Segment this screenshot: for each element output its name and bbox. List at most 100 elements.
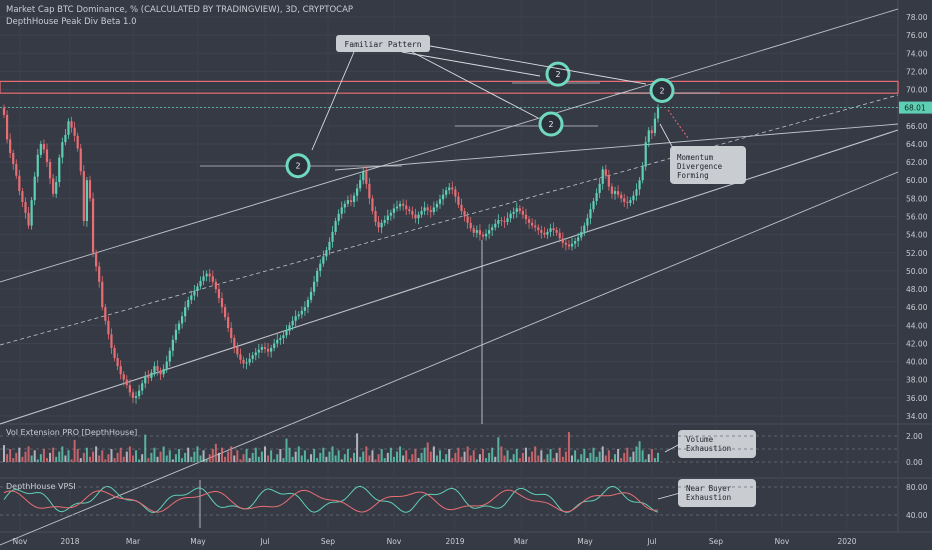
candle-body bbox=[208, 273, 211, 277]
candle-body bbox=[432, 207, 435, 212]
volume-bar bbox=[168, 450, 171, 462]
volume-bar bbox=[601, 446, 604, 462]
candle-body bbox=[334, 221, 337, 232]
candle-body bbox=[607, 175, 610, 187]
volume-bar bbox=[119, 447, 122, 462]
volume-bar bbox=[574, 450, 577, 462]
volume-bar bbox=[371, 450, 374, 462]
candle-body bbox=[165, 361, 168, 369]
volume-bar bbox=[334, 455, 337, 462]
candle-body bbox=[580, 231, 583, 238]
candle-body bbox=[214, 281, 217, 290]
volume-panel bbox=[0, 432, 898, 463]
candle-body bbox=[592, 201, 595, 210]
candle-body bbox=[193, 290, 196, 296]
volume-bar bbox=[162, 446, 165, 462]
price-tick-label: 52.00 bbox=[906, 249, 928, 258]
candle-body bbox=[497, 220, 500, 224]
volume-bar bbox=[33, 450, 36, 462]
volume-bar bbox=[396, 451, 399, 462]
candle-body bbox=[656, 107, 660, 119]
volume-bar bbox=[521, 452, 524, 462]
resistance-zone bbox=[0, 80, 899, 108]
volume-bar bbox=[316, 458, 319, 462]
volume-bar bbox=[214, 443, 217, 462]
annotation-arrow bbox=[401, 51, 541, 77]
volume-bar bbox=[251, 452, 254, 462]
price-tick-label: 62.00 bbox=[906, 158, 928, 167]
candle-body bbox=[141, 383, 144, 391]
candle-body bbox=[552, 228, 555, 231]
vpsi-panel bbox=[0, 480, 898, 528]
volume-bar bbox=[165, 455, 168, 462]
candle-body bbox=[116, 357, 119, 367]
candle-body bbox=[122, 374, 125, 380]
candle-body bbox=[119, 366, 122, 375]
candle-body bbox=[101, 281, 104, 308]
volume-bar bbox=[279, 449, 282, 462]
candle-body bbox=[564, 242, 567, 245]
candle-body bbox=[184, 307, 187, 317]
volume-bar bbox=[3, 445, 5, 462]
volume-bar bbox=[445, 454, 448, 462]
callout-volume-text: Exhaustion bbox=[686, 444, 731, 453]
candle-body bbox=[180, 316, 184, 324]
peak-marker-circle bbox=[545, 61, 571, 87]
volume-bar bbox=[288, 447, 291, 462]
volume-bar bbox=[322, 447, 325, 462]
volume-bar bbox=[101, 450, 104, 462]
peak-marker-label: 2 bbox=[555, 70, 560, 79]
candle-body bbox=[279, 338, 282, 340]
volume-bar bbox=[595, 456, 598, 462]
candle-body bbox=[380, 222, 383, 228]
candle-body bbox=[346, 200, 349, 204]
volume-bar bbox=[303, 450, 306, 462]
price-tick-label: 60.00 bbox=[906, 176, 928, 185]
candle-body bbox=[650, 130, 653, 134]
candle-body bbox=[91, 198, 95, 253]
volume-bar bbox=[73, 439, 76, 462]
volume-bar bbox=[405, 450, 408, 462]
volume-bar bbox=[248, 458, 251, 462]
candle-body bbox=[604, 169, 607, 176]
candle-body bbox=[488, 230, 491, 234]
volume-bar bbox=[141, 454, 144, 462]
candle-body bbox=[534, 225, 537, 228]
candle-body bbox=[629, 200, 632, 203]
volume-bar bbox=[116, 452, 119, 462]
candle-body bbox=[187, 299, 190, 308]
vpsi-panel-title: DepthHouse VPSI bbox=[6, 482, 76, 491]
volume-bar bbox=[524, 447, 527, 462]
volume-bar bbox=[598, 451, 601, 462]
volume-bar bbox=[528, 456, 531, 462]
callout-buyer bbox=[678, 479, 756, 507]
volume-bar bbox=[454, 452, 457, 462]
candle-body bbox=[137, 390, 141, 397]
volume-bar bbox=[233, 455, 236, 462]
volume-bar bbox=[607, 450, 610, 462]
candle-body bbox=[251, 355, 254, 359]
candle-body bbox=[524, 214, 528, 220]
indicator-title: DepthHouse Peak Div Beta 1.0 bbox=[6, 17, 137, 27]
volume-bar bbox=[270, 450, 273, 462]
candle-body bbox=[236, 347, 239, 355]
price-tick-label: 76.00 bbox=[906, 31, 928, 40]
volume-bar bbox=[353, 452, 356, 462]
volume-bar bbox=[389, 447, 392, 462]
volume-bar bbox=[549, 449, 552, 462]
candle-body bbox=[328, 241, 331, 251]
time-tick-label: 2019 bbox=[445, 537, 464, 546]
candle-body bbox=[549, 228, 552, 232]
candle-body bbox=[211, 276, 214, 282]
price-tick-label: 40.00 bbox=[906, 358, 928, 367]
candle-body bbox=[411, 211, 414, 215]
volume-bar bbox=[190, 456, 193, 462]
volume-bar bbox=[171, 459, 174, 462]
volume-bar bbox=[537, 455, 540, 462]
volume-bar bbox=[420, 452, 423, 462]
candle-body bbox=[454, 189, 457, 197]
candle-body bbox=[491, 227, 494, 231]
candle-body bbox=[377, 221, 380, 228]
volume-bar bbox=[49, 452, 52, 462]
